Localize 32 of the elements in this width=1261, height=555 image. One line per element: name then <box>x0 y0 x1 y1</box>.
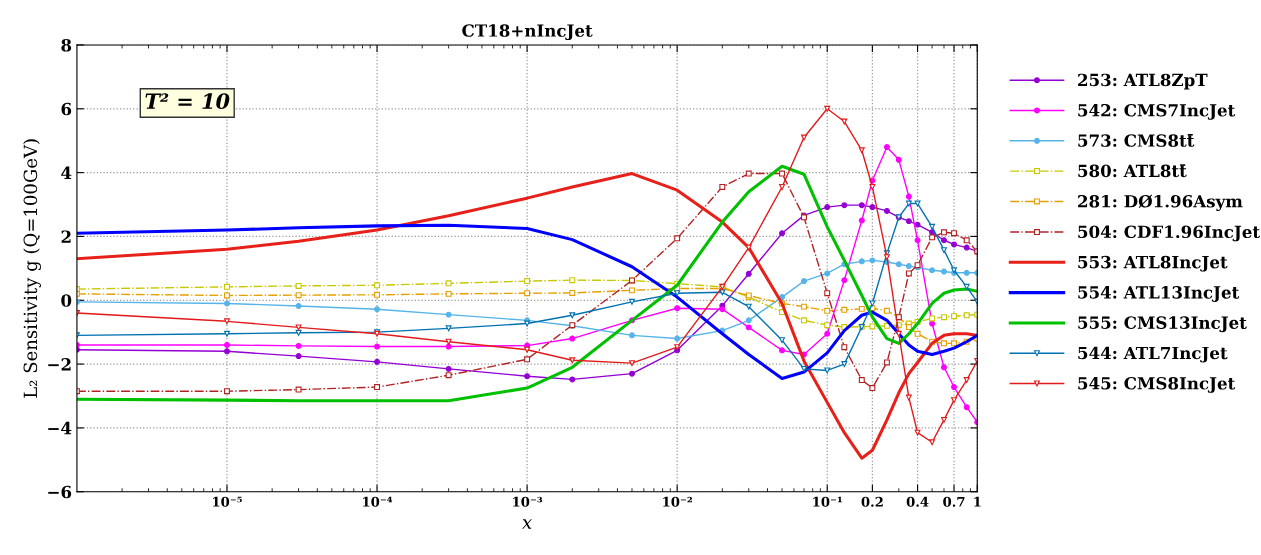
y-tick-label: 2 <box>61 230 71 243</box>
x-tick-label: 10⁻⁵ <box>213 496 242 507</box>
x-tick-label: 0.7 <box>943 496 965 507</box>
y-tick-label: −4 <box>48 421 72 435</box>
y-tick-label: 8 <box>61 38 72 52</box>
x-axis-title: x <box>522 519 532 529</box>
legend-label: 580: ATL8tt̄ <box>1078 164 1187 178</box>
x-tick-label: 10⁻¹ <box>813 496 842 507</box>
annotation: T² = 10 <box>145 93 230 110</box>
chart-title: CT18+nIncJet <box>462 24 593 41</box>
x-tick-label: 0.4 <box>906 496 929 507</box>
x-tick-label: 0.2 <box>861 496 883 507</box>
legend-label: 573: CMS8tt̄ <box>1078 134 1195 147</box>
legend-label: 504: CDF1.96IncJet <box>1078 225 1261 242</box>
x-tick-label: 1 <box>974 496 981 507</box>
x-tick-label: 10⁻³ <box>513 496 543 507</box>
legend-label: 253: ATL8ZpT <box>1078 73 1208 90</box>
y-tick-label: −6 <box>48 485 72 499</box>
y-tick-label: 4 <box>61 166 72 179</box>
y-tick-label: 0 <box>61 294 72 307</box>
x-tick-label: 10⁻² <box>663 496 692 507</box>
y-axis-title: L₂ Sensitivity g (Q=100GeV) <box>23 139 41 398</box>
y-tick-label: 6 <box>61 102 72 116</box>
y-tick-label: −2 <box>48 358 71 371</box>
legend-label: 554: ATL13IncJet <box>1078 286 1240 302</box>
legend-label: 542: CMS7IncJet <box>1078 103 1236 120</box>
legend-label: 555: CMS13IncJet <box>1078 316 1247 333</box>
legend-label: 553: ATL8IncJet <box>1078 255 1228 272</box>
x-tick-label: 10⁻⁴ <box>363 496 393 507</box>
legend-label: 281: DØ1.96Asym <box>1078 194 1243 212</box>
legend-label: 545: CMS8IncJet <box>1078 376 1236 393</box>
legend-label: 544: ATL7IncJet <box>1078 346 1228 363</box>
